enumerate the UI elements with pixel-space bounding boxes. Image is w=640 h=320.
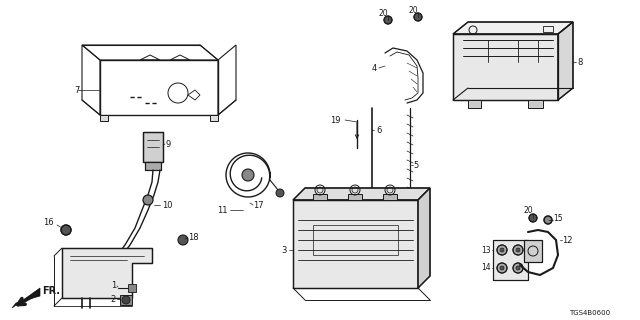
- Polygon shape: [210, 115, 218, 121]
- Polygon shape: [12, 288, 40, 308]
- Text: 10: 10: [162, 201, 173, 210]
- Polygon shape: [62, 248, 152, 298]
- Circle shape: [500, 248, 504, 252]
- Bar: [120, 295, 132, 305]
- Bar: [493, 240, 528, 280]
- Text: 14: 14: [481, 263, 491, 273]
- Text: 5: 5: [413, 161, 419, 170]
- Text: 18: 18: [188, 233, 198, 242]
- Circle shape: [516, 266, 520, 270]
- Text: TGS4B0600: TGS4B0600: [570, 310, 611, 316]
- Bar: [313, 225, 398, 255]
- Circle shape: [61, 225, 71, 235]
- Circle shape: [513, 263, 523, 273]
- Text: 1: 1: [111, 282, 116, 291]
- Circle shape: [178, 235, 188, 245]
- Polygon shape: [100, 115, 108, 121]
- Text: 20: 20: [408, 5, 418, 14]
- Polygon shape: [128, 284, 136, 292]
- Text: 13: 13: [481, 245, 491, 254]
- Polygon shape: [313, 194, 327, 200]
- Polygon shape: [453, 34, 558, 100]
- Text: 3: 3: [282, 245, 287, 254]
- Bar: [524, 240, 542, 262]
- Text: 16: 16: [44, 218, 54, 227]
- Text: 12: 12: [562, 236, 573, 244]
- Text: 11: 11: [218, 205, 228, 214]
- Circle shape: [414, 13, 422, 21]
- Polygon shape: [528, 100, 543, 108]
- Text: 4: 4: [372, 63, 377, 73]
- Bar: [143, 132, 163, 162]
- Text: 17: 17: [253, 201, 264, 210]
- Text: 9: 9: [165, 140, 170, 148]
- Text: 6: 6: [376, 125, 381, 134]
- Text: 20: 20: [523, 205, 533, 214]
- Circle shape: [143, 195, 153, 205]
- Polygon shape: [453, 22, 573, 34]
- Bar: [543, 26, 553, 32]
- Bar: [145, 162, 161, 170]
- Bar: [145, 162, 161, 170]
- Text: 2: 2: [111, 294, 116, 303]
- Text: 15: 15: [553, 213, 563, 222]
- Polygon shape: [348, 194, 362, 200]
- Polygon shape: [468, 100, 481, 108]
- Polygon shape: [293, 200, 418, 288]
- Circle shape: [497, 245, 507, 255]
- Text: 7: 7: [74, 85, 79, 94]
- Circle shape: [122, 296, 130, 304]
- Circle shape: [516, 248, 520, 252]
- Polygon shape: [418, 188, 430, 288]
- Text: 20: 20: [378, 9, 388, 18]
- Text: 19: 19: [330, 116, 341, 124]
- Bar: [143, 132, 163, 162]
- Text: FR.: FR.: [42, 286, 60, 296]
- Circle shape: [497, 263, 507, 273]
- Circle shape: [242, 169, 254, 181]
- Circle shape: [513, 245, 523, 255]
- Polygon shape: [293, 188, 430, 200]
- Bar: [493, 240, 528, 280]
- Polygon shape: [558, 22, 573, 100]
- Polygon shape: [383, 194, 397, 200]
- Text: 8: 8: [577, 58, 582, 67]
- Bar: [524, 240, 542, 262]
- Circle shape: [276, 189, 284, 197]
- Circle shape: [544, 216, 552, 224]
- Circle shape: [500, 266, 504, 270]
- Circle shape: [384, 16, 392, 24]
- Circle shape: [529, 214, 537, 222]
